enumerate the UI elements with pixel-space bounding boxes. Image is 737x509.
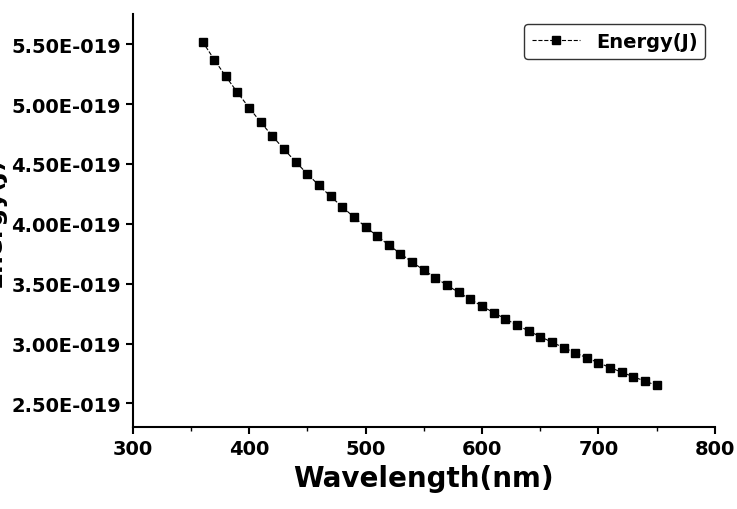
Energy(J) xyxy=(466,297,475,303)
Energy(J) xyxy=(233,90,242,96)
Energy(J) xyxy=(559,345,568,351)
Energy(J) xyxy=(210,58,219,64)
Energy(J) xyxy=(594,360,603,366)
Energy(J) xyxy=(606,365,615,371)
Y-axis label: Energy(J): Energy(J) xyxy=(0,156,6,287)
Energy(J) xyxy=(385,242,394,248)
Energy(J) xyxy=(478,303,486,309)
Energy(J) xyxy=(349,215,358,221)
Energy(J) xyxy=(279,147,288,153)
Energy(J) xyxy=(291,159,300,165)
Energy(J) xyxy=(524,328,533,334)
Energy(J) xyxy=(245,105,254,111)
Energy(J) xyxy=(268,134,277,140)
X-axis label: Wavelength(nm): Wavelength(nm) xyxy=(293,464,554,492)
Energy(J) xyxy=(454,290,463,296)
Line: Energy(J): Energy(J) xyxy=(198,38,661,390)
Energy(J) xyxy=(582,355,591,361)
Energy(J) xyxy=(431,275,440,281)
Energy(J) xyxy=(570,350,579,356)
Energy(J) xyxy=(652,383,661,389)
Energy(J) xyxy=(198,40,207,46)
Energy(J) xyxy=(303,172,312,178)
Energy(J) xyxy=(419,267,428,273)
Energy(J) xyxy=(221,74,230,80)
Energy(J) xyxy=(326,194,335,200)
Energy(J) xyxy=(618,370,626,376)
Energy(J) xyxy=(512,322,521,328)
Energy(J) xyxy=(629,374,638,380)
Energy(J) xyxy=(396,251,405,257)
Legend: Energy(J): Energy(J) xyxy=(524,25,705,60)
Energy(J) xyxy=(408,260,416,266)
Energy(J) xyxy=(443,282,452,289)
Energy(J) xyxy=(256,120,265,126)
Energy(J) xyxy=(536,334,545,340)
Energy(J) xyxy=(373,234,382,240)
Energy(J) xyxy=(315,183,324,189)
Energy(J) xyxy=(361,224,370,231)
Energy(J) xyxy=(548,340,556,346)
Energy(J) xyxy=(489,310,498,316)
Energy(J) xyxy=(501,316,510,322)
Energy(J) xyxy=(338,205,346,211)
Energy(J) xyxy=(640,378,649,384)
